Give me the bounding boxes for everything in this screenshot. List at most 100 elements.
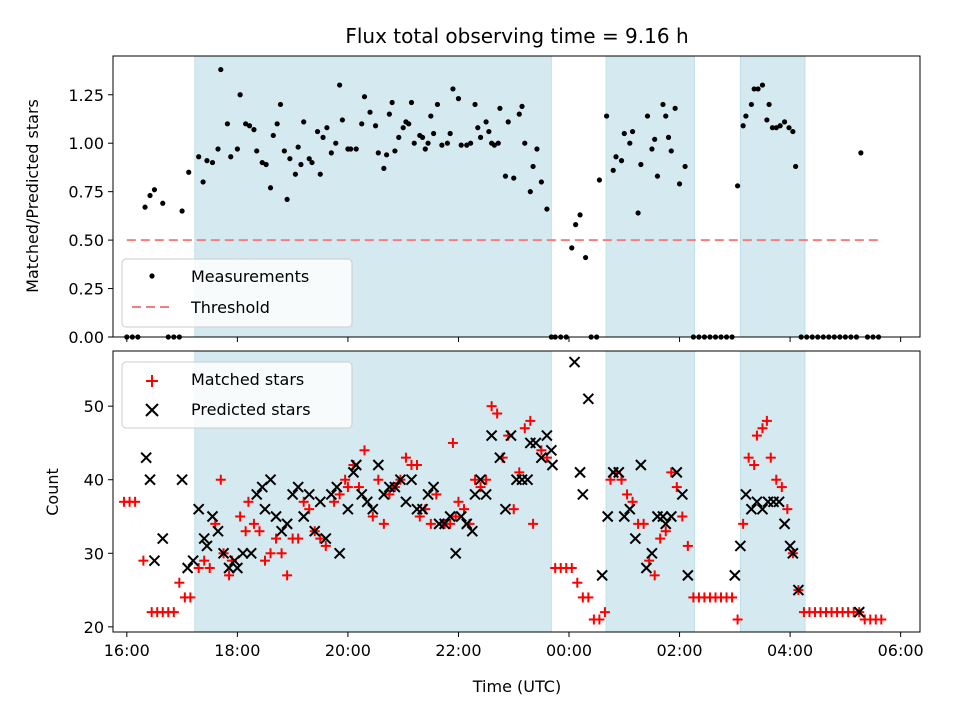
data-point (271, 533, 282, 544)
top-panel: 0.00 0.25 0.50 0.75 1.00 1.25 Matched/Predict… (23, 55, 921, 347)
data-point (455, 510, 467, 523)
data-point (596, 177, 603, 183)
data-point (732, 614, 743, 625)
data-point (287, 156, 293, 162)
data-point (743, 452, 754, 463)
data-point (361, 496, 373, 508)
data-point (427, 481, 440, 493)
data-point (254, 526, 265, 537)
data-point (566, 563, 577, 574)
legend-measurements-marker (149, 273, 155, 279)
data-point (320, 134, 326, 140)
data-point (525, 415, 536, 426)
data-point (320, 532, 332, 545)
data-point (234, 146, 240, 152)
data-point (682, 540, 693, 551)
data-point (309, 159, 315, 166)
data-point (199, 555, 210, 566)
data-point (292, 171, 299, 177)
data-point (569, 245, 575, 251)
shaded-interval-1 (605, 350, 695, 633)
data-point (144, 474, 156, 486)
data-point (297, 510, 310, 523)
chart-title: Flux total observing time = 9.16 h (345, 24, 688, 48)
data-point (386, 111, 392, 117)
data-point (583, 592, 594, 603)
data-point (657, 510, 669, 523)
x-tick-label: 20:00 (325, 641, 371, 660)
y-tick-label: 1.00 (68, 134, 104, 153)
data-point (281, 518, 293, 530)
data-point (251, 127, 257, 133)
data-point (638, 161, 644, 168)
data-point (425, 518, 436, 529)
legend-predicted-label: Predicted stars (191, 400, 311, 419)
data-point (400, 125, 406, 131)
data-point (613, 154, 619, 160)
data-point (372, 123, 379, 129)
data-point (204, 563, 215, 574)
data-point (521, 474, 534, 486)
top-legend[interactable]: Measurements Threshold (121, 258, 353, 328)
data-point (740, 123, 746, 129)
data-point (618, 158, 625, 164)
y-tick-label: 0.75 (68, 183, 104, 202)
data-point (765, 452, 776, 463)
data-point (577, 488, 589, 501)
data-point (179, 208, 185, 214)
data-point (682, 163, 688, 170)
data-point (568, 356, 581, 368)
data-point (574, 466, 586, 479)
data-point (444, 510, 456, 523)
y-tick-label: 40 (84, 471, 104, 490)
data-point (761, 415, 772, 426)
data-point (666, 467, 677, 478)
data-point (434, 101, 441, 108)
data-point (751, 496, 763, 508)
data-point (416, 503, 429, 515)
data-point (384, 152, 390, 158)
data-point (486, 128, 492, 135)
data-point (223, 562, 235, 574)
data-point (259, 503, 271, 515)
data-point (204, 158, 210, 164)
data-point (275, 525, 288, 537)
data-point (277, 101, 284, 108)
data-point (237, 92, 243, 98)
bottom-axis-ticks: 16:00 18:00 20:00 22:00 00:00 02:00 04:00 06:00… (84, 397, 924, 660)
data-point (464, 142, 470, 148)
bottom-panel: 16:00 18:00 20:00 22:00 00:00 02:00 04:00 06:00… (43, 350, 924, 696)
data-point (594, 614, 605, 625)
data-point (546, 459, 559, 471)
data-point (745, 503, 758, 515)
data-point (660, 526, 671, 537)
data-point (384, 489, 395, 500)
data-point (447, 437, 458, 448)
y-tick-label: 30 (84, 544, 104, 563)
data-point (755, 86, 761, 92)
data-point (483, 119, 489, 125)
data-point (339, 117, 345, 123)
data-point (254, 148, 260, 154)
data-point (392, 148, 398, 154)
data-point (293, 533, 304, 544)
data-point (224, 570, 235, 581)
data-point (292, 481, 304, 493)
data-point (773, 496, 785, 508)
top-y-axis-label: Matched/Predicted stars (23, 99, 42, 293)
bottom-legend[interactable]: Matched stars Predicted stars (121, 361, 353, 429)
y-tick-label: 0.00 (68, 328, 104, 347)
data-point (235, 511, 246, 522)
data-point (665, 134, 672, 140)
data-point (245, 547, 257, 559)
data-point (786, 125, 792, 131)
data-point (375, 150, 381, 156)
bottom-legend-box (121, 361, 353, 429)
data-point (740, 488, 752, 501)
data-point (635, 459, 647, 471)
data-point (142, 204, 148, 210)
x-tick-label: 06:00 (878, 641, 924, 660)
data-point (231, 562, 244, 574)
data-point (738, 518, 749, 529)
